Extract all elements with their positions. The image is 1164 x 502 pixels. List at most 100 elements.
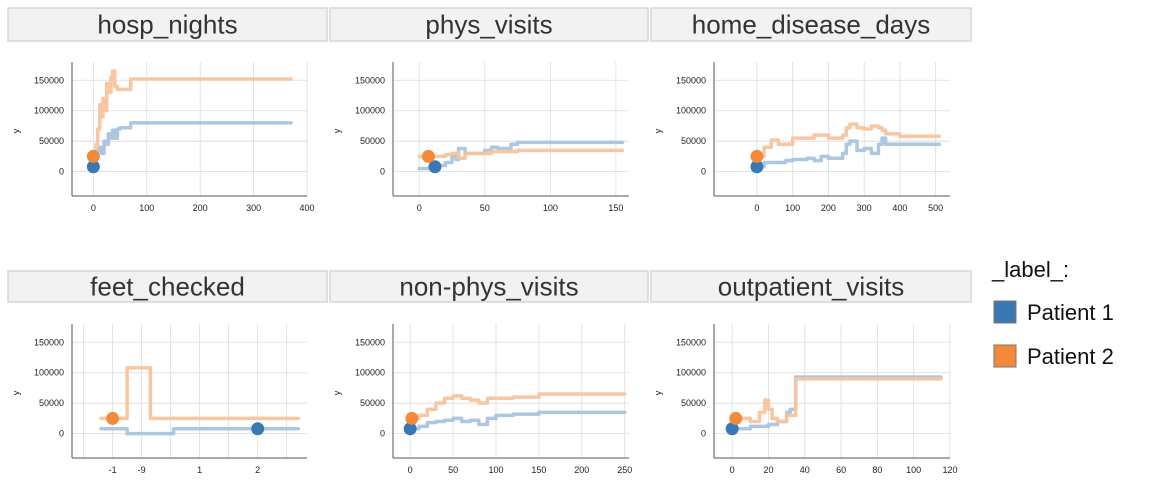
y-tick-label: 100000 bbox=[34, 368, 64, 378]
x-tick-label: 2 bbox=[255, 465, 260, 475]
x-tick-label: 0 bbox=[408, 465, 413, 475]
marker-patient-1 bbox=[750, 160, 764, 174]
x-tick-label: 20 bbox=[763, 465, 773, 475]
y-tick-label: 0 bbox=[701, 429, 706, 439]
panel-non-phys-visits: non-phys_visits 0 50000 100000 150000 0 50 100 1… bbox=[329, 270, 649, 475]
y-axis-label-feet-checked: y bbox=[11, 390, 21, 395]
strip-title-phys-visits: phys_visits bbox=[425, 10, 552, 40]
x-tick-label: 0 bbox=[417, 203, 422, 213]
x-tick-label: 50 bbox=[448, 465, 458, 475]
legend-label-patient-2: Patient 2 bbox=[1027, 344, 1114, 369]
x-tick-label: 100 bbox=[906, 465, 921, 475]
x-tick-label: 100 bbox=[488, 465, 503, 475]
series-line-patient-1 bbox=[408, 410, 627, 431]
grid-home-disease-days bbox=[714, 62, 950, 196]
x-tick-label: 0 bbox=[730, 465, 735, 475]
strip-title-home-disease-days: home_disease_days bbox=[692, 10, 931, 40]
strip-home-disease-days bbox=[650, 7, 972, 42]
x-tick-label: 400 bbox=[299, 203, 314, 213]
strip-title-hosp-nights: hosp_nights bbox=[97, 10, 237, 40]
strip-non-phys-visits bbox=[329, 270, 649, 303]
y-axis-label-phys-visits: y bbox=[332, 128, 342, 133]
x-tick-label: 150 bbox=[531, 465, 546, 475]
x-tick-label: 120 bbox=[942, 465, 957, 475]
series-line-patient-2 bbox=[730, 377, 943, 424]
y-tick-label: 150000 bbox=[34, 75, 64, 85]
strip-title-non-phys-visits: non-phys_visits bbox=[399, 272, 578, 302]
x-tick-label: 50 bbox=[480, 203, 490, 213]
x-tick-label: 100 bbox=[785, 203, 800, 213]
legend-swatch-patient-1 bbox=[993, 300, 1017, 324]
y-tick-label: 50000 bbox=[681, 398, 706, 408]
x-tick-label: 150 bbox=[608, 203, 623, 213]
y-tick-label: 50000 bbox=[360, 398, 385, 408]
series-line-patient-2 bbox=[408, 392, 627, 421]
x-tick-label: 80 bbox=[872, 465, 882, 475]
y-tick-label: 100000 bbox=[676, 368, 706, 378]
grid-phys-visits bbox=[393, 62, 629, 196]
series-line-patient-2 bbox=[417, 148, 625, 160]
y-tick-label: 150000 bbox=[34, 337, 64, 347]
series-line-patient-1 bbox=[755, 136, 942, 169]
x-tick-label: 0 bbox=[754, 203, 759, 213]
y-tick-label: 100000 bbox=[355, 106, 385, 116]
series-line-patient-2 bbox=[755, 122, 942, 159]
y-axis-label-outpatient-visits: y bbox=[653, 390, 663, 395]
panel-hosp-nights: hosp_nights 0 50000 100000 150000 0 100 200 300 4… bbox=[7, 7, 328, 213]
y-tick-label: 0 bbox=[380, 429, 385, 439]
grid-non-phys-visits bbox=[393, 324, 629, 458]
series-line-patient-1 bbox=[99, 427, 301, 436]
strip-hosp-nights bbox=[7, 7, 328, 42]
marker-patient-2 bbox=[405, 411, 419, 425]
marker-patient-1 bbox=[428, 160, 442, 174]
x-tick-label: 300 bbox=[246, 203, 261, 213]
x-tick-label: -1 bbox=[109, 465, 117, 475]
series-line-patient-1 bbox=[417, 140, 625, 171]
y-tick-label: 150000 bbox=[676, 337, 706, 347]
y-tick-label: 0 bbox=[59, 429, 64, 439]
marker-patient-2 bbox=[106, 411, 120, 425]
legend-swatch-patient-2 bbox=[993, 344, 1017, 368]
x-tick-label: 200 bbox=[574, 465, 589, 475]
x-tick-label: 1 bbox=[197, 465, 202, 475]
series-line-patient-2 bbox=[91, 69, 293, 159]
marker-patient-1 bbox=[403, 422, 417, 436]
marker-patient-2 bbox=[729, 411, 743, 425]
y-tick-label: 100000 bbox=[34, 106, 64, 116]
y-tick-label: 150000 bbox=[676, 75, 706, 85]
y-axis-label-hosp-nights: y bbox=[11, 128, 21, 133]
panel-home-disease-days: home_disease_days 0 50000 100000 150000 0 100 2… bbox=[650, 7, 972, 213]
x-tick-label: 100 bbox=[139, 203, 154, 213]
x-tick-label: 500 bbox=[928, 203, 943, 213]
marker-patient-1 bbox=[86, 160, 100, 174]
x-tick-label: 40 bbox=[800, 465, 810, 475]
y-tick-label: 150000 bbox=[355, 337, 385, 347]
legend-label-patient-1: Patient 1 bbox=[1027, 300, 1114, 325]
x-tick-label: -9 bbox=[138, 465, 146, 475]
y-tick-label: 100000 bbox=[676, 106, 706, 116]
marker-patient-1 bbox=[725, 422, 739, 436]
y-axis-label-home-disease-days: y bbox=[653, 128, 663, 133]
panel-phys-visits: phys_visits 0 50000 100000 150000 0 50 100 150 y bbox=[329, 7, 649, 213]
grid-hosp-nights bbox=[72, 62, 308, 196]
series-line-patient-2 bbox=[99, 366, 301, 421]
x-tick-label: 400 bbox=[892, 203, 907, 213]
y-axis-label-non-phys-visits: y bbox=[332, 390, 342, 395]
y-tick-label: 50000 bbox=[39, 136, 64, 146]
x-tick-label: 100 bbox=[543, 203, 558, 213]
grid-outpatient-visits bbox=[714, 324, 951, 458]
strip-phys-visits bbox=[329, 7, 649, 42]
legend-title: _label_: bbox=[991, 257, 1069, 282]
x-tick-label: 300 bbox=[857, 203, 872, 213]
y-tick-label: 0 bbox=[380, 167, 385, 177]
panel-outpatient-visits: outpatient_visits 0 50000 100000 150000 0 20 40… bbox=[650, 270, 972, 475]
grid-feet-checked bbox=[72, 324, 307, 458]
x-tick-label: 200 bbox=[193, 203, 208, 213]
series-line-patient-1 bbox=[91, 121, 293, 169]
y-tick-label: 150000 bbox=[355, 75, 385, 85]
y-tick-label: 50000 bbox=[681, 136, 706, 146]
y-tick-label: 50000 bbox=[360, 136, 385, 146]
y-tick-label: 0 bbox=[59, 167, 64, 177]
marker-patient-2 bbox=[750, 149, 764, 163]
